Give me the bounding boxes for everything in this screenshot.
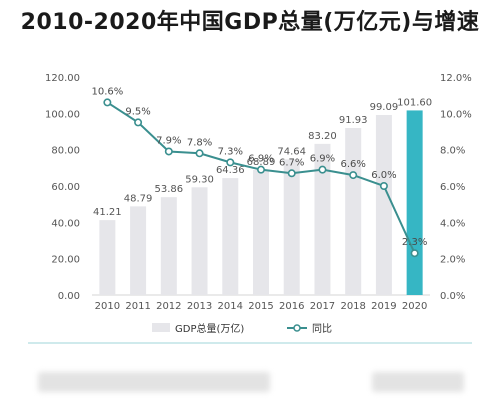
growth-rate-point xyxy=(256,165,265,174)
growth-rate-label: 6.7% xyxy=(279,157,304,168)
gdp-bar-value-label: 99.09 xyxy=(370,102,399,113)
gdp-bar xyxy=(253,169,269,295)
gdp-bar xyxy=(375,114,392,295)
gdp-bar xyxy=(345,127,362,295)
x-tick-label: 2011 xyxy=(125,301,150,312)
legend-line-marker xyxy=(293,324,301,332)
growth-rate-label: 7.9% xyxy=(156,135,181,146)
gdp-chart: 0.00 20.00 40.00 60.00 80.00 100.00 120.00 0.0%… xyxy=(28,73,472,344)
y-right-tick-label: 6.0% xyxy=(440,182,465,193)
growth-rate-point xyxy=(103,98,112,107)
gdp-bar-value-label: 74.64 xyxy=(277,146,306,157)
growth-rate-label: 6.9% xyxy=(248,154,273,165)
gdp-bar xyxy=(222,178,239,295)
growth-rate-label: 6.0% xyxy=(371,170,396,181)
growth-rate-label: 7.8% xyxy=(187,137,212,148)
legend-bar-swatch xyxy=(152,323,170,332)
y-left-tick-label: 80.00 xyxy=(51,146,80,157)
gdp-bar xyxy=(406,110,423,295)
x-tick-label: 2017 xyxy=(310,301,335,312)
y-left-tick-label: 0.00 xyxy=(58,291,80,302)
growth-rate-label: 6.9% xyxy=(310,154,335,165)
growth-rate-point xyxy=(226,158,235,167)
gdp-bar xyxy=(99,220,116,295)
x-tick-label: 2014 xyxy=(218,301,243,312)
y-left-tick-label: 120.00 xyxy=(45,73,80,84)
growth-rate-label: 10.6% xyxy=(91,86,123,97)
gdp-bar-value-label: 83.20 xyxy=(308,131,337,142)
x-tick-label: 2018 xyxy=(340,301,365,312)
x-tick-label: 2013 xyxy=(187,301,212,312)
growth-rate-label: 2.3% xyxy=(402,237,427,248)
gdp-bar xyxy=(283,159,300,295)
gdp-bar-value-label: 64.36 xyxy=(216,165,245,176)
y-right-tick-label: 8.0% xyxy=(440,146,465,157)
y-right-tick-label: 12.0% xyxy=(440,73,472,84)
gdp-bar xyxy=(314,143,331,295)
x-tick-label: 2019 xyxy=(371,301,396,312)
y-right-tick-label: 4.0% xyxy=(440,218,465,229)
gdp-bar-value-label: 41.21 xyxy=(93,207,122,218)
gdp-bar xyxy=(130,206,147,295)
x-tick-label: 2016 xyxy=(279,301,304,312)
gdp-bar xyxy=(160,197,177,295)
growth-rate-point xyxy=(318,165,327,174)
growth-rate-point xyxy=(410,249,419,258)
y-left-tick-label: 60.00 xyxy=(51,182,80,193)
x-tick-label: 2010 xyxy=(95,301,120,312)
gdp-bar-value-label: 59.30 xyxy=(185,174,214,185)
x-tick-label: 2015 xyxy=(248,301,273,312)
y-left-tick-label: 100.00 xyxy=(45,109,80,120)
y-right-tick-label: 0.0% xyxy=(440,291,465,302)
growth-rate-point xyxy=(379,182,388,191)
y-left-tick-label: 40.00 xyxy=(51,218,80,229)
gdp-bar-value-label: 53.86 xyxy=(154,184,183,195)
y-left-tick-label: 20.00 xyxy=(51,255,80,266)
growth-rate-label: 9.5% xyxy=(125,106,150,117)
x-tick-label: 2012 xyxy=(156,301,181,312)
growth-rate-label: 6.6% xyxy=(340,159,365,170)
y-right-tick-label: 2.0% xyxy=(440,255,465,266)
growth-rate-point xyxy=(164,147,173,156)
blurred-caption-left xyxy=(38,372,270,392)
growth-rate-point xyxy=(134,118,143,127)
gdp-bar xyxy=(191,187,208,295)
chart-title: 2010-2020年中国GDP总量(万亿元)与增速 xyxy=(20,10,480,35)
blurred-caption-right xyxy=(372,372,464,392)
x-tick-label: 2020 xyxy=(402,301,427,312)
growth-rate-point xyxy=(195,149,204,158)
y-right-tick-label: 10.0% xyxy=(440,109,472,120)
growth-rate-label: 7.3% xyxy=(218,146,243,157)
gdp-bar-value-label: 48.79 xyxy=(124,193,153,204)
gdp-bar-value-label: 68.89 xyxy=(247,157,276,168)
growth-rate-point xyxy=(349,171,358,180)
chart-area: 0.00 20.00 40.00 60.00 80.00 100.00 120.00 0.0%… xyxy=(0,60,500,350)
gdp-bar-value-label: 101.60 xyxy=(397,97,432,108)
legend-bar-label: GDP总量(万亿) xyxy=(175,322,244,335)
growth-rate-point xyxy=(287,169,296,178)
gdp-bar-value-label: 91.93 xyxy=(339,115,368,126)
legend-line-label: 同比 xyxy=(312,323,332,335)
